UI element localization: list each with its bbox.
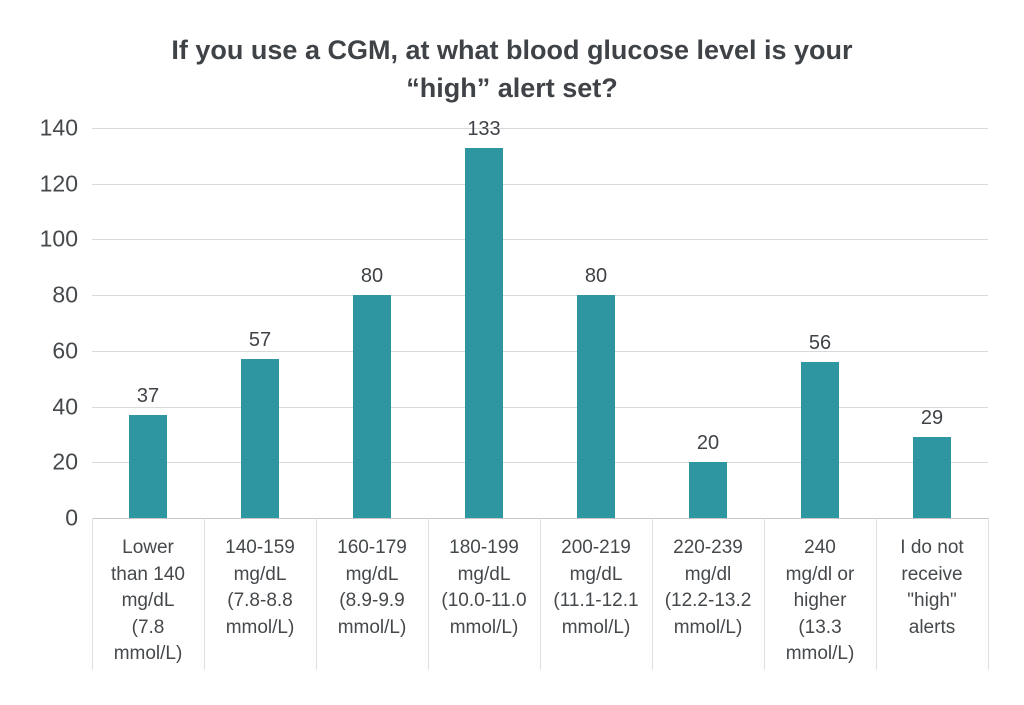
y-axis-tick-label: 60: [52, 337, 78, 364]
gridline: [92, 295, 988, 297]
y-axis-tick-label: 0: [65, 504, 78, 531]
gridline: [92, 462, 988, 464]
bar-value-label: 57: [248, 329, 272, 352]
bar-value-label: 56: [808, 332, 832, 354]
gridline: [92, 350, 988, 352]
category-separator: [988, 518, 989, 670]
x-axis-category-label: 200-219 mg/dL (11.1-12.1 mmol/L): [553, 537, 639, 638]
gridline: [92, 239, 988, 241]
category-separator: [316, 518, 317, 670]
bar: [801, 362, 839, 518]
bar: [129, 414, 167, 518]
category-separator: [204, 518, 205, 670]
bar-value-label: 133: [467, 117, 501, 140]
bar-value-label: 37: [136, 384, 160, 407]
bar-value-label: 20: [696, 432, 720, 455]
bar: [465, 147, 503, 518]
bar-value-label: 29: [920, 407, 944, 430]
x-axis-category-label: 180-199 mg/dL (10.0-11.0 mmol/L): [441, 537, 527, 638]
gridline: [92, 406, 988, 408]
category-separator: [92, 518, 93, 670]
y-axis-tick-label: 100: [39, 225, 78, 252]
bar: [913, 437, 951, 518]
bar: [353, 295, 391, 518]
x-axis-category-label: 240 mg/dl or higher (13.3 mmol/L): [785, 537, 855, 665]
bar-value-label: 80: [360, 265, 384, 288]
category-separator: [652, 518, 653, 670]
chart-title: If you use a CGM, at what blood glucose …: [171, 35, 853, 103]
category-separator: [876, 518, 877, 670]
x-axis-category-label: 220-239 mg/dl (12.2-13.2 mmol/L): [664, 537, 752, 638]
y-axis-tick-label: 140: [39, 114, 78, 141]
x-axis-category-label: 160-179 mg/dL (8.9-9.9 mmol/L): [337, 537, 407, 638]
y-axis-tick-label: 20: [52, 448, 78, 475]
x-axis-category-label: 140-159 mg/dL (7.8-8.8 mmol/L): [225, 537, 295, 638]
y-axis-tick-label: 80: [52, 281, 78, 308]
gridline: [92, 183, 988, 185]
bar-value-label: 80: [584, 265, 608, 288]
category-separator: [764, 518, 765, 670]
bar: [241, 359, 279, 518]
bar: [577, 295, 615, 518]
category-separator: [540, 518, 541, 670]
x-axis-category-label: Lower than 140 mg/dL (7.8 mmol/L): [111, 537, 185, 665]
category-separator: [428, 518, 429, 670]
x-axis-category-label: I do not receive "high" alerts: [900, 537, 964, 638]
bar: [689, 462, 727, 518]
y-axis-tick-label: 40: [52, 393, 78, 420]
y-axis-tick-label: 120: [39, 170, 78, 197]
gridline: [92, 128, 988, 129]
